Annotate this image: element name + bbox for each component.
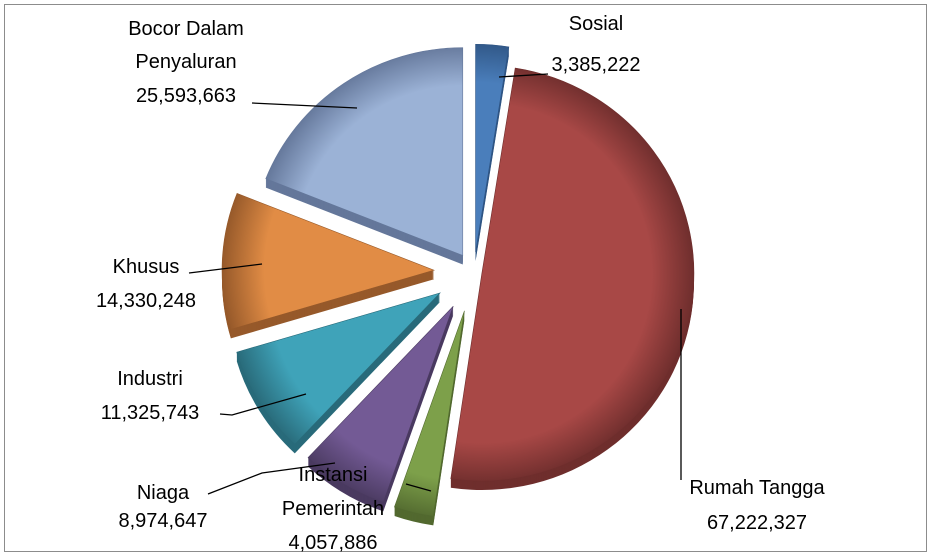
- value-label-sosial: 3,385,222: [552, 54, 641, 76]
- category-label-industri: Industri: [117, 368, 183, 390]
- value-label-niaga: 8,974,647: [119, 510, 208, 532]
- category-label-sosial: Sosial: [569, 13, 623, 35]
- value-label-industri: 11,325,743: [101, 402, 200, 424]
- category-label-rumah-tangga: Rumah Tangga: [689, 477, 825, 499]
- category-label-instansi-pemerintah: Instansi: [299, 464, 368, 486]
- category-label-instansi-pemerintah: Pemerintah: [282, 498, 384, 520]
- value-label-bocor-dalam-penyaluran: 25,593,663: [136, 85, 236, 107]
- category-label-bocor-dalam-penyaluran: Penyaluran: [135, 51, 236, 73]
- value-label-rumah-tangga: 67,222,327: [707, 512, 807, 534]
- category-label-bocor-dalam-penyaluran: Bocor Dalam: [128, 18, 244, 40]
- category-label-khusus: Khusus: [113, 256, 180, 278]
- value-label-instansi-pemerintah: 4,057,886: [289, 532, 378, 554]
- category-label-niaga: Niaga: [137, 482, 190, 504]
- value-label-khusus: 14,330,248: [96, 290, 196, 312]
